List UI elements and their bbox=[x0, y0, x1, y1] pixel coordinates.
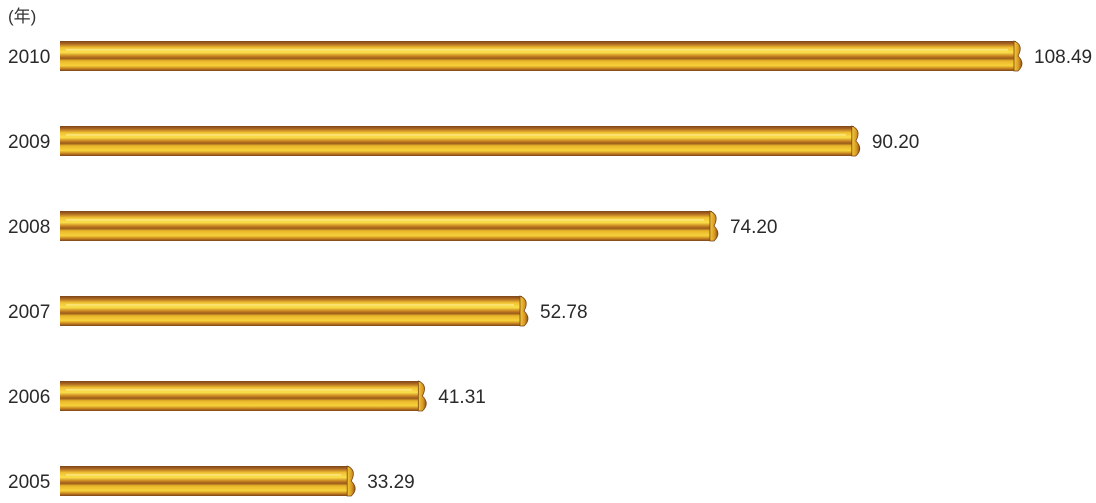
bar-group-2009: 2009 90.20 bbox=[8, 125, 920, 157]
tick-label-2008: 2008 bbox=[8, 217, 50, 238]
tick-label-2007: 2007 bbox=[8, 302, 50, 323]
bar-2007 bbox=[60, 296, 523, 326]
bar-cap-2007 bbox=[519, 295, 529, 327]
unit-label: (年) bbox=[8, 7, 36, 26]
data-label-2008: 74.20 bbox=[730, 217, 778, 238]
data-label-2006: 41.31 bbox=[438, 387, 486, 408]
data-label-2007: 52.78 bbox=[540, 302, 588, 323]
bar-highlight-2006 bbox=[66, 388, 413, 391]
bar-highlight-2008 bbox=[66, 218, 704, 221]
bar-highlight-2009 bbox=[66, 133, 846, 136]
tick-label-2009: 2009 bbox=[8, 132, 50, 153]
data-label-2010: 108.49 bbox=[1034, 47, 1092, 68]
tick-label-2006: 2006 bbox=[8, 387, 50, 408]
bar-group-2005: 2005 33.29 bbox=[8, 465, 415, 497]
data-label-2009: 90.20 bbox=[872, 132, 920, 153]
data-label-2005: 33.29 bbox=[367, 472, 415, 493]
bar-2010 bbox=[60, 41, 1016, 71]
bar-highlight-2010 bbox=[66, 48, 1008, 51]
bar-group-2010: 2010 108.49 bbox=[8, 40, 1092, 72]
bar-cap-2005 bbox=[346, 465, 356, 497]
bar-group-2006: 2006 41.31 bbox=[8, 380, 486, 412]
bar-cap-2008 bbox=[709, 210, 719, 242]
tick-label-2005: 2005 bbox=[8, 472, 50, 493]
tick-label-2010: 2010 bbox=[8, 47, 50, 68]
bar-group-2007: 2007 52.78 bbox=[8, 295, 588, 327]
bar-2005 bbox=[60, 466, 350, 496]
bar-cap-2009 bbox=[851, 125, 861, 157]
bar-2006 bbox=[60, 381, 421, 411]
bar-group-2008: 2008 74.20 bbox=[8, 210, 778, 242]
bar-2009 bbox=[60, 126, 854, 156]
bar-highlight-2005 bbox=[66, 473, 342, 476]
bar-cap-2006 bbox=[417, 380, 427, 412]
bar-highlight-2007 bbox=[66, 303, 515, 306]
bar-2008 bbox=[60, 211, 712, 241]
bar-cap-2010 bbox=[1013, 40, 1023, 72]
